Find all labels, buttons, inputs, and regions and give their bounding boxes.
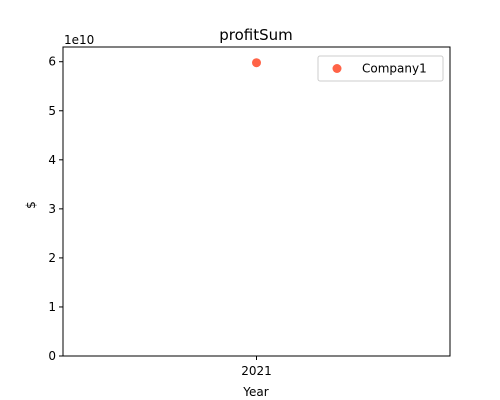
legend-marker bbox=[332, 64, 342, 73]
y-tick-label: 4 bbox=[48, 153, 56, 167]
y-tick-label: 5 bbox=[48, 104, 56, 118]
y-tick-label: 6 bbox=[48, 55, 56, 69]
plot-area: 0 1 2 3 4 5 6 2021 bbox=[48, 46, 451, 378]
chart-title: profitSum bbox=[219, 26, 293, 44]
x-axis-label: Year bbox=[242, 385, 268, 399]
y-tick-label: 2 bbox=[48, 251, 56, 265]
y-axis-multiplier: 1e10 bbox=[64, 33, 94, 47]
x-tick-label: 2021 bbox=[241, 364, 272, 378]
y-tick-label: 1 bbox=[48, 300, 56, 314]
legend: Company1 bbox=[317, 55, 444, 82]
y-tick-label: 0 bbox=[48, 349, 56, 363]
y-tick-label: 3 bbox=[48, 202, 56, 216]
legend-box bbox=[317, 55, 444, 82]
data-point bbox=[252, 58, 261, 68]
legend-label: Company1 bbox=[362, 62, 427, 76]
y-axis-label: $ bbox=[24, 201, 38, 209]
